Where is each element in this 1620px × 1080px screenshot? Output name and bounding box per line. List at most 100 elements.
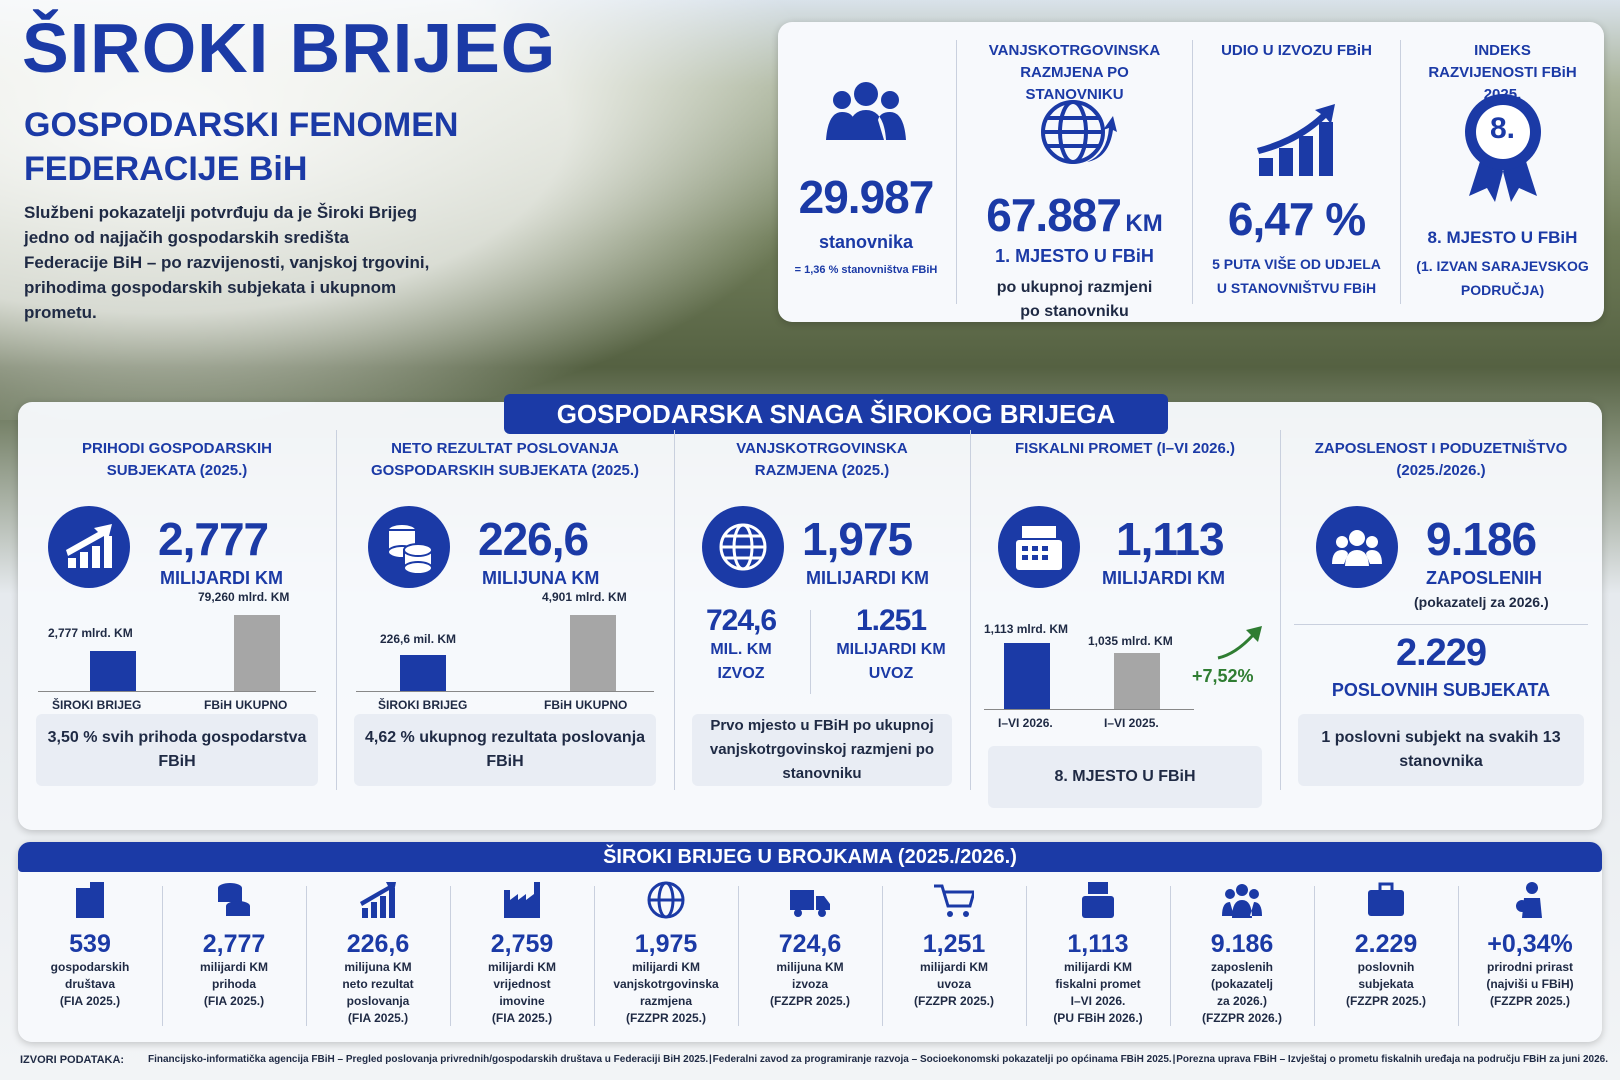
- divider: [336, 430, 337, 790]
- stat: INDEKS RAZVIJENOSTI FBiH 2025. 8. 8. MJE…: [1400, 40, 1604, 304]
- bar: [90, 651, 136, 691]
- item-line: (FZZPR 2026.): [1201, 1011, 1282, 1025]
- growth-arrow: [1217, 626, 1262, 660]
- panel-note: 4,62 % ukupnog rezultata poslovanja FBiH: [354, 714, 656, 786]
- stat: 29.987 stanovnika = 1,36 % stanovništva …: [778, 40, 954, 304]
- panel-value: 9.186: [1426, 513, 1537, 565]
- item-line: (FZZPR 2025.): [769, 994, 850, 1008]
- number-item: 1,975 milijardi KM vanjskotrgovinska razmje…: [594, 880, 738, 1027]
- stat-value: 29.987: [798, 171, 935, 223]
- source-sep: |: [1172, 1054, 1176, 1065]
- divider: [810, 610, 811, 694]
- panel-heading: PRIHODI GOSPODARSKIH SUBJEKATA (2025.): [81, 440, 273, 479]
- item-value: 724,6: [778, 930, 842, 958]
- item-line: imovine: [499, 994, 545, 1008]
- growth-icon: [1257, 104, 1335, 176]
- item-line: (FZZPR 2025.): [1489, 994, 1570, 1008]
- item-line: (najviši u FBiH): [1486, 977, 1574, 991]
- icon: [1316, 506, 1398, 588]
- bar: [1004, 643, 1050, 709]
- split-item: 1.251 MILIJARDI KM UVOZ: [812, 604, 970, 686]
- bar-value-label: 4,901 mlrd. KM: [542, 590, 627, 604]
- item-line: milijardi KM: [1063, 960, 1132, 974]
- source: Financijsko-informatička agencija FBiH –…: [148, 1054, 709, 1065]
- growth: +7,52%: [1192, 666, 1254, 686]
- icon: [998, 506, 1080, 588]
- item-line: za 2026.): [1216, 994, 1268, 1008]
- divider: [450, 886, 451, 1026]
- item-value: 2,759: [490, 930, 554, 958]
- item-line: (FZZPR 2025.): [913, 994, 994, 1008]
- split-value: 724,6: [705, 604, 777, 637]
- divider: [594, 886, 595, 1026]
- item-line: (FZZPR 2025.): [1345, 994, 1426, 1008]
- stat-value: 6,47 %: [1227, 193, 1366, 245]
- stat-note: = 1,36 % stanovništva FBiH: [794, 264, 938, 276]
- item-icon: [360, 882, 396, 918]
- source: Federalni zavod za programiranje razvoja…: [712, 1054, 1172, 1065]
- panel-value: 2.229: [1395, 632, 1487, 674]
- panel-note: 1 poslovni subjekt na svakih 13 stanovni…: [1298, 714, 1584, 786]
- section-title: GOSPODARSKA SNAGA ŠIROKOG BRIJEGA: [504, 394, 1168, 434]
- source: Porezna uprava FBiH – Izvještaj o promet…: [1176, 1054, 1608, 1065]
- item-line: milijardi KM: [919, 960, 988, 974]
- divider: [1280, 430, 1281, 790]
- item-value: 2,777: [202, 930, 266, 958]
- panel-unit: POSLOVNIH SUBJEKATA: [1331, 680, 1551, 700]
- stat-heading: UDIO U IZVOZU FBiH: [1221, 42, 1372, 59]
- divider: [1026, 886, 1027, 1026]
- panel: PRIHODI GOSPODARSKIH SUBJEKATA (2025.) 2…: [18, 402, 336, 830]
- divider: [1170, 886, 1171, 1026]
- sources-label: IZVORI PODATAKA:: [20, 1054, 125, 1066]
- numbers-panel: [18, 842, 1602, 1042]
- panel: VANJSKOTRGOVINSKA RAZMJENA (2025.) 1,975…: [674, 402, 970, 830]
- item-line: poslovnih: [1357, 960, 1415, 974]
- panel-value: 1,975: [802, 513, 913, 565]
- split-label: UVOZ: [868, 665, 914, 682]
- item-icon: [76, 882, 104, 918]
- panel-heading: VANJSKOTRGOVINSKA RAZMJENA (2025.): [736, 440, 908, 479]
- number-item: +0,34% prirodni prirast (najviši u FBiH) (F…: [1458, 880, 1602, 1010]
- item-icon: [1516, 882, 1542, 918]
- stat-unit: stanovnika: [818, 232, 914, 252]
- item-line: društava: [64, 977, 116, 991]
- number-item: 539 gospodarskih društava (FIA 2025.): [18, 880, 162, 1010]
- divider: [1314, 886, 1315, 1026]
- item-value: 9.186: [1210, 930, 1274, 958]
- badge-icon: [1465, 94, 1541, 202]
- number-item: 2.229 poslovnih subjekata (FZZPR 2025.): [1314, 880, 1458, 1010]
- panel-note: 8. MJESTO U FBiH: [988, 746, 1262, 808]
- bar: [400, 655, 446, 691]
- item-icon: [790, 890, 830, 917]
- item-value: 2.229: [1354, 930, 1418, 958]
- item-line: milijuna KM: [344, 960, 412, 974]
- bar: [234, 615, 280, 691]
- stat-note: po ukupnoj razmjeni po stanovniku: [996, 279, 1153, 320]
- number-item: 9.186 zaposlenih (pokazatelj za 2026.) (FZZP…: [1170, 880, 1314, 1027]
- globe-icon: [1041, 100, 1117, 164]
- bar-label: I–VI 2025.: [1104, 716, 1159, 730]
- item-icon: [1222, 884, 1262, 918]
- number-item: 2,777 milijardi KM prihoda (FIA 2025.): [162, 880, 306, 1010]
- bar-label: FBiH UKUPNO: [204, 698, 288, 712]
- number-item: 724,6 milijuna KM izvoza (FZZPR 2025.): [738, 880, 882, 1010]
- item-line: milijardi KM: [199, 960, 268, 974]
- item-line: milijardi KM: [487, 960, 556, 974]
- divider: [882, 886, 883, 1026]
- intro: Službeni pokazatelji potvrđuju da je Šir…: [24, 203, 430, 322]
- sources: Financijsko-informatička agencija FBiH –…: [148, 1054, 1608, 1065]
- bar-area: 226,6 mil. KM 4,901 mlrd. KM: [356, 590, 654, 692]
- panel-heading: ZAPOSLENOST I PODUZETNIŠTVO (2025./2026.…: [1314, 440, 1568, 479]
- panel-value: 226,6: [478, 513, 589, 565]
- numbers-title: ŠIROKI BRIJEG U BROJKAMA (2025./2026.): [18, 842, 1602, 872]
- badge-text: 8.: [1489, 112, 1516, 145]
- panel: ZAPOSLENOST I PODUZETNIŠTVO (2025./2026.…: [1280, 402, 1602, 830]
- bar-value-label: 226,6 mil. KM: [380, 632, 457, 646]
- bar-label: FBiH UKUPNO: [544, 698, 628, 712]
- number-item: 226,6 milijuna KM neto rezultat poslovanja (…: [306, 880, 450, 1027]
- subtitle: GOSPODARSKI FENOMEN: [24, 106, 459, 144]
- divider: [1294, 624, 1588, 625]
- bar-label: I–VI 2026.: [998, 716, 1053, 730]
- item-icon: [218, 883, 250, 916]
